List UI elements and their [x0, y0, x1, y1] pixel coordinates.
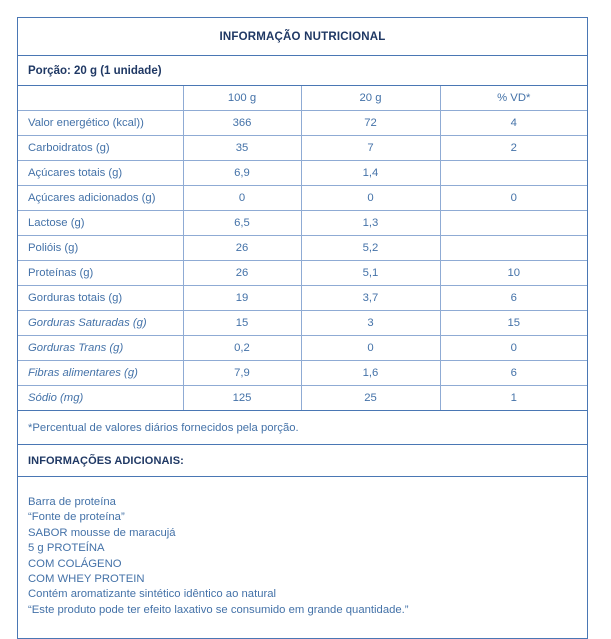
nutrient-daily-value: [439, 235, 587, 261]
nutrient-value-per-100g: 125: [182, 385, 301, 411]
nutrition-label-frame: INFORMAÇÃO NUTRICIONAL Porção: 20 g (1 u…: [17, 17, 588, 639]
additional-info-line: COM WHEY PROTEIN: [28, 573, 145, 586]
nutrient-value-per-100g: 19: [182, 285, 301, 311]
nutrient-value-per-portion: 0: [300, 185, 440, 211]
nutrient-value-per-100g: 26: [182, 260, 301, 286]
nutrient-daily-value: 10: [439, 260, 587, 286]
nutrient-daily-value: 4: [439, 110, 587, 136]
additional-info-line: COM COLÁGENO: [28, 557, 122, 570]
additional-info-line: SABOR mousse de maracujá: [28, 526, 176, 539]
nutrition-table-body: Valor energético (kcal)) 366 72 4 Carboidrat…: [18, 110, 587, 411]
nutrient-value-per-100g: 7,9: [182, 360, 301, 386]
additional-info-line: Barra de proteína: [28, 496, 116, 508]
column-header-daily-value: % VD*: [439, 86, 587, 111]
nutrient-daily-value: [439, 160, 587, 186]
nutrient-value-per-portion: 3,7: [300, 285, 440, 311]
nutrient-value-per-portion: 0: [300, 335, 440, 361]
nutrient-name: Gorduras totais (g): [18, 285, 183, 311]
nutrient-value-per-portion: 3: [300, 310, 440, 336]
nutrient-value-per-portion: 72: [300, 110, 440, 136]
table-row: Valor energético (kcal)) 366 72 4: [18, 110, 587, 136]
column-header-nutrient: [18, 86, 183, 111]
table-header-row: 100 g 20 g % VD*: [18, 86, 587, 111]
additional-info-body: Barra de proteína “Fonte de proteína” SABO…: [18, 477, 587, 638]
table-row: Carboidratos (g) 35 7 2: [18, 135, 587, 161]
additional-info-line: “Fonte de proteína”: [28, 511, 125, 524]
table-row: Gorduras Saturadas (g) 15 3 15: [18, 310, 587, 336]
nutrient-name: Açúcares adicionados (g): [18, 185, 183, 211]
table-row: Gorduras totais (g) 19 3,7 6: [18, 285, 587, 311]
nutrient-name: Sódio (mg): [18, 385, 183, 411]
nutrient-value-per-100g: 366: [182, 110, 301, 136]
table-row: Açúcares adicionados (g) 0 0 0: [18, 185, 587, 211]
page-title: INFORMAÇÃO NUTRICIONAL: [219, 31, 386, 43]
nutrient-name: Lactose (g): [18, 210, 183, 236]
nutrient-value-per-portion: 7: [300, 135, 440, 161]
additional-info-line: 5 g PROTEÍNA: [28, 542, 105, 555]
nutrient-daily-value: 6: [439, 360, 587, 386]
nutrient-value-per-portion: 25: [300, 385, 440, 411]
nutrient-value-per-100g: 6,5: [182, 210, 301, 236]
nutrient-value-per-100g: 35: [182, 135, 301, 161]
additional-info-line: Contém aromatizante sintético idêntico a…: [28, 588, 277, 601]
nutrient-value-per-portion: 1,6: [300, 360, 440, 386]
nutrient-daily-value: [439, 210, 587, 236]
nutrient-name: Fibras alimentares (g): [18, 360, 183, 386]
nutrient-value-per-portion: 5,1: [300, 260, 440, 286]
nutrient-daily-value: 0: [439, 335, 587, 361]
table-row: Proteínas (g) 26 5,1 10: [18, 260, 587, 286]
nutrient-value-per-100g: 0: [182, 185, 301, 211]
nutrient-value-per-portion: 1,3: [300, 210, 440, 236]
table-row: Açúcares totais (g) 6,9 1,4: [18, 160, 587, 186]
nutrient-daily-value: 0: [439, 185, 587, 211]
nutrient-daily-value: 15: [439, 310, 587, 336]
nutrient-daily-value: 1: [439, 385, 587, 411]
label-title-band: INFORMAÇÃO NUTRICIONAL: [18, 18, 587, 56]
nutrition-table: 100 g 20 g % VD* Valor energético (kcal)…: [18, 86, 587, 411]
table-row: Polióis (g) 26 5,2: [18, 235, 587, 261]
table-row: Sódio (mg) 125 25 1: [18, 385, 587, 411]
column-header-per-100g: 100 g: [182, 86, 301, 111]
additional-info-header: INFORMAÇÕES ADICIONAIS:: [18, 445, 587, 477]
nutrient-value-per-100g: 26: [182, 235, 301, 261]
nutrient-name: Valor energético (kcal)): [18, 110, 183, 136]
daily-value-footnote: *Percentual de valores diários fornecido…: [28, 422, 299, 434]
table-row: Lactose (g) 6,5 1,3: [18, 210, 587, 236]
column-header-per-portion: 20 g: [300, 86, 440, 111]
nutrient-value-per-portion: 5,2: [300, 235, 440, 261]
nutrient-name: Gorduras Trans (g): [18, 335, 183, 361]
additional-info-title: INFORMAÇÕES ADICIONAIS:: [28, 455, 184, 467]
footnote-band: *Percentual de valores diários fornecido…: [18, 411, 587, 445]
nutrient-value-per-100g: 6,9: [182, 160, 301, 186]
nutrient-name: Polióis (g): [18, 235, 183, 261]
nutrient-name: Proteínas (g): [18, 260, 183, 286]
nutrient-name: Açúcares totais (g): [18, 160, 183, 186]
portion-text: Porção: 20 g (1 unidade): [28, 65, 162, 77]
table-row: Fibras alimentares (g) 7,9 1,6 6: [18, 360, 587, 386]
nutrient-daily-value: 6: [439, 285, 587, 311]
table-row: Gorduras Trans (g) 0,2 0 0: [18, 335, 587, 361]
nutrient-name: Carboidratos (g): [18, 135, 183, 161]
nutrient-value-per-100g: 15: [182, 310, 301, 336]
portion-band: Porção: 20 g (1 unidade): [18, 56, 587, 86]
nutrient-value-per-100g: 0,2: [182, 335, 301, 361]
nutrient-daily-value: 2: [439, 135, 587, 161]
nutrient-value-per-portion: 1,4: [300, 160, 440, 186]
nutrition-label-page: INFORMAÇÃO NUTRICIONAL Porção: 20 g (1 u…: [17, 17, 588, 639]
nutrient-name: Gorduras Saturadas (g): [18, 310, 183, 336]
